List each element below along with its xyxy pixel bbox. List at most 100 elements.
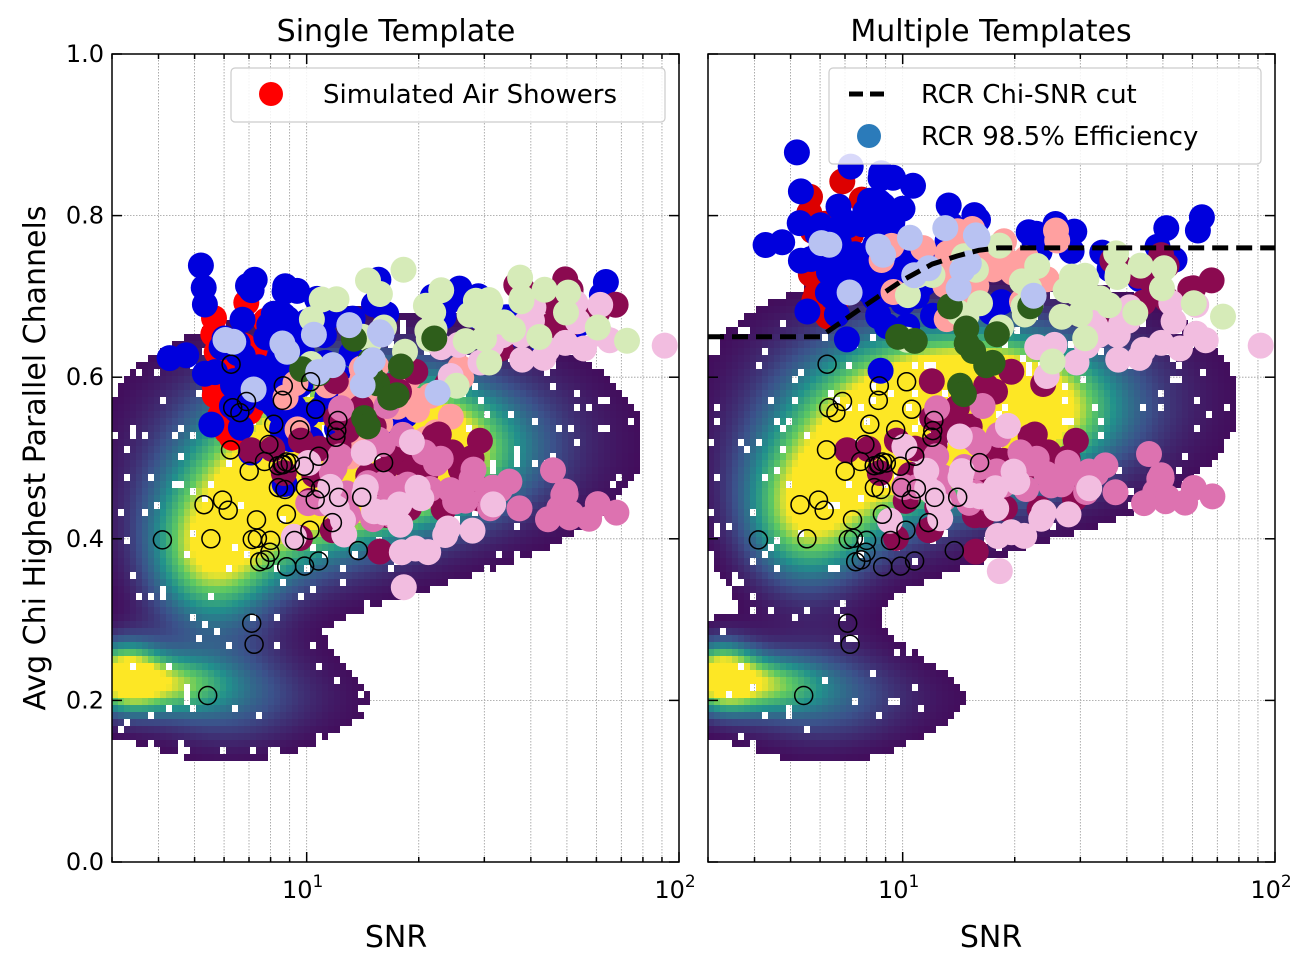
density-cell	[604, 404, 610, 411]
density-cell	[280, 656, 286, 663]
density-cell	[280, 649, 286, 656]
density-cell	[298, 726, 304, 733]
density-cell	[328, 656, 334, 663]
density-cell	[1146, 334, 1152, 341]
density-cell	[544, 411, 550, 418]
density-cell	[238, 621, 244, 628]
density-cell	[232, 663, 238, 670]
density-cell	[316, 544, 322, 551]
density-cell	[496, 404, 502, 411]
density-cell	[220, 754, 226, 761]
density-cell	[226, 320, 232, 327]
density-cell	[184, 509, 190, 516]
density-cell	[286, 516, 292, 523]
density-cell	[118, 586, 124, 593]
density-cell	[214, 740, 220, 747]
density-cell	[166, 551, 172, 558]
density-cell	[556, 390, 562, 397]
density-cell	[298, 642, 304, 649]
density-cell	[292, 649, 298, 656]
density-cell	[514, 397, 520, 404]
density-cell	[148, 404, 154, 411]
density-cell	[136, 516, 142, 523]
density-cell	[876, 334, 882, 341]
density-cell	[352, 579, 358, 586]
density-cell	[118, 404, 124, 411]
density-cell	[304, 719, 310, 726]
density-cell	[520, 551, 526, 558]
density-cell	[798, 334, 804, 341]
density-cell	[184, 663, 190, 670]
density-cell	[250, 726, 256, 733]
density-cell	[340, 691, 346, 698]
density-cell	[214, 684, 220, 691]
series-point	[353, 353, 380, 380]
density-cell	[610, 460, 616, 467]
series-point	[198, 411, 225, 438]
density-cell	[358, 530, 364, 537]
density-cell	[828, 334, 834, 341]
density-cell	[166, 516, 172, 523]
density-cell	[978, 334, 984, 341]
density-cell	[202, 663, 208, 670]
density-cell	[262, 411, 268, 418]
panel-title: Multiple Templates	[850, 14, 1131, 49]
density-cell	[562, 397, 568, 404]
hollow-marker	[328, 487, 349, 508]
density-cell	[136, 530, 142, 537]
density-cell	[262, 670, 268, 677]
density-cell	[208, 747, 214, 754]
density-cell	[1044, 299, 1050, 306]
density-cell	[460, 404, 466, 411]
density-cell	[526, 481, 532, 488]
hollow-marker	[280, 453, 301, 473]
density-cell	[112, 649, 118, 656]
density-cell	[484, 404, 490, 411]
density-cell	[286, 600, 292, 607]
density-cell	[1056, 299, 1062, 306]
density-cell	[310, 635, 316, 642]
density-cell	[142, 411, 148, 418]
density-cell	[136, 481, 142, 488]
density-cell	[196, 341, 202, 348]
density-cell	[166, 642, 172, 649]
series-point	[584, 314, 611, 341]
density-cell	[244, 572, 250, 579]
density-cell	[142, 530, 148, 537]
density-cell	[316, 719, 322, 726]
density-cell	[424, 572, 430, 579]
density-cell	[526, 425, 532, 432]
density-cell	[220, 502, 226, 509]
density-cell	[178, 733, 184, 740]
density-cell	[520, 425, 526, 432]
density-cell	[166, 537, 172, 544]
density-cell	[532, 467, 538, 474]
density-cell	[130, 481, 136, 488]
density-cell	[208, 712, 214, 719]
hollow-marker	[308, 551, 329, 571]
density-cell	[130, 712, 136, 719]
density-cell	[592, 467, 598, 474]
density-cell	[280, 684, 286, 691]
density-cell	[184, 397, 190, 404]
density-cell	[142, 691, 148, 698]
density-cell	[298, 607, 304, 614]
density-cell	[484, 551, 490, 558]
density-cell	[322, 649, 328, 656]
density-cell	[172, 404, 178, 411]
density-cell	[526, 551, 532, 558]
density-cell	[136, 495, 142, 502]
density-cell	[430, 376, 436, 383]
density-cell	[472, 397, 478, 404]
density-cell	[274, 579, 280, 586]
density-cell	[304, 649, 310, 656]
density-cell	[622, 418, 628, 425]
density-cell	[220, 635, 226, 642]
density-cell	[256, 670, 262, 677]
density-cell	[852, 320, 858, 327]
density-cell	[532, 530, 538, 537]
series-point	[336, 312, 363, 339]
density-cell	[316, 635, 322, 642]
density-cell	[538, 383, 544, 390]
density-cell	[310, 579, 316, 586]
